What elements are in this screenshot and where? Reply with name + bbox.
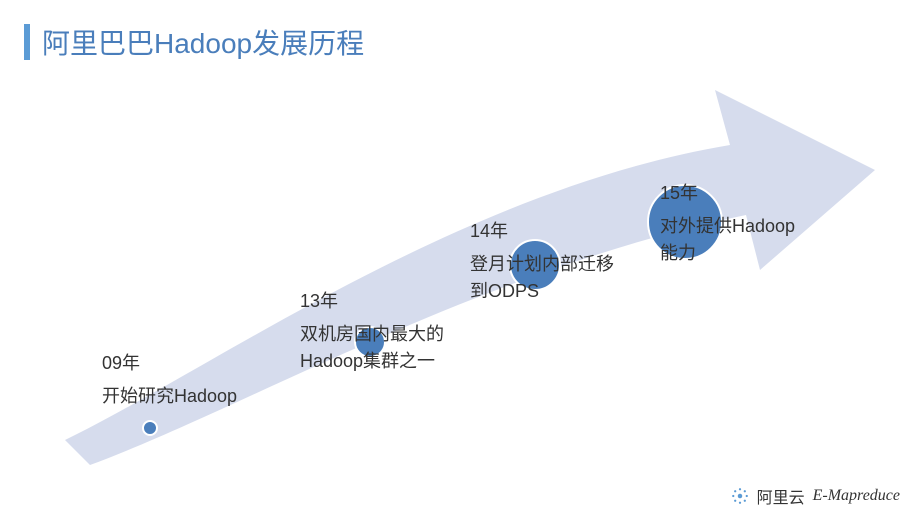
aliyun-logo-icon xyxy=(731,487,749,505)
slide: 阿里巴巴Hadoop发展历程 09年 开始研究Hadoop 13年 双机房国内最… xyxy=(0,0,920,518)
milestone-desc: 双机房国内最大的Hadoop集群之一 xyxy=(300,321,470,375)
footer-product: E-Mapreduce xyxy=(813,487,900,505)
milestone-13: 13年 双机房国内最大的Hadoop集群之一 xyxy=(300,288,470,375)
milestone-year: 09年 xyxy=(102,350,242,377)
milestone-year: 13年 xyxy=(300,288,470,315)
timeline-dot-09 xyxy=(142,420,158,436)
footer: 阿里云 E-Mapreduce xyxy=(731,484,900,508)
slide-title: 阿里巴巴Hadoop发展历程 xyxy=(24,22,364,62)
milestone-year: 15年 xyxy=(660,180,810,207)
footer-brand: 阿里云 xyxy=(757,484,805,508)
milestone-desc: 对外提供Hadoop能力 xyxy=(660,213,810,267)
title-text: 阿里巴巴Hadoop发展历程 xyxy=(42,22,364,62)
title-accent-bar xyxy=(24,24,30,60)
milestone-desc: 登月计划内部迁移到ODPS xyxy=(470,251,620,305)
milestone-14: 14年 登月计划内部迁移到ODPS xyxy=(470,218,620,305)
milestone-year: 14年 xyxy=(470,218,620,245)
milestone-15: 15年 对外提供Hadoop能力 xyxy=(660,180,810,267)
milestone-09: 09年 开始研究Hadoop xyxy=(102,350,242,410)
milestone-desc: 开始研究Hadoop xyxy=(102,383,242,410)
